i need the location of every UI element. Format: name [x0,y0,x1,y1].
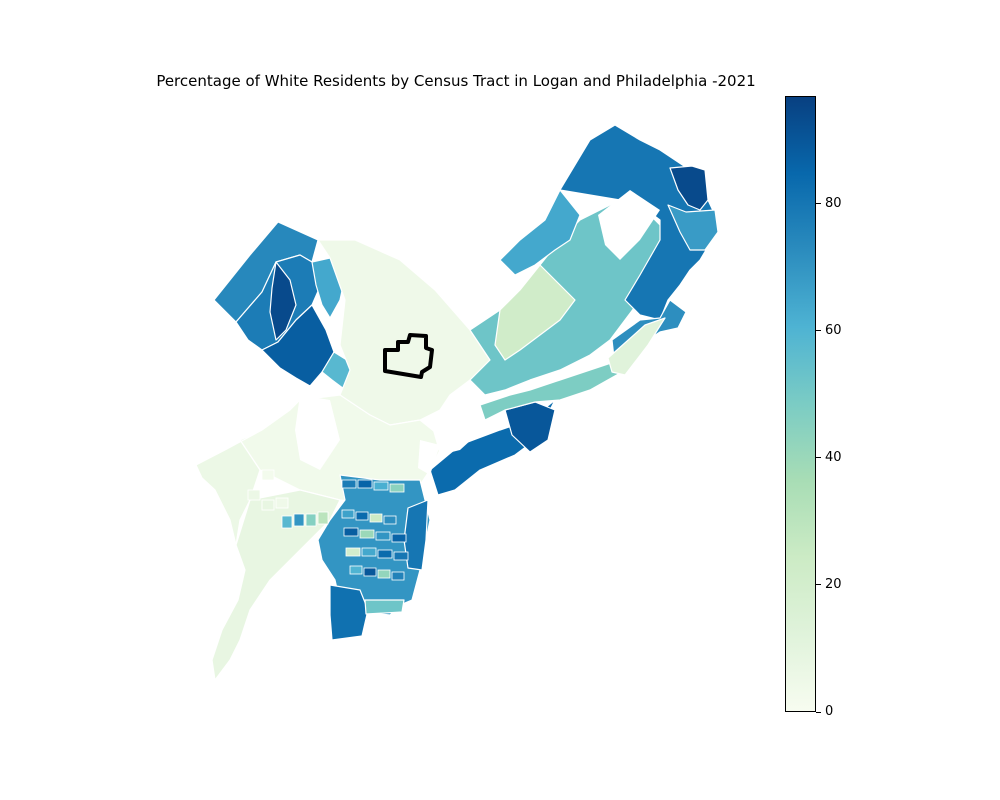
colorbar-tick-label: 0 [825,704,834,719]
colorbar-tick-label: 40 [825,449,842,465]
tract-region [329,584,369,641]
tract-region [364,599,405,615]
colorbar-tick [816,330,821,332]
tract-block [393,551,409,561]
tract-block [373,481,389,491]
tract-block [349,565,363,575]
tract-block [375,531,391,541]
colorbar-tick-label: 60 [825,322,842,338]
tract-block [377,569,391,579]
tract-region [195,429,263,546]
tract-block [391,533,407,543]
non-tract-area [598,190,660,260]
non-tract-area [418,440,440,475]
tract-block [383,515,397,525]
tract-block [389,483,405,493]
colorbar-tick [816,457,821,459]
colorbar-tick [816,584,821,586]
tract-block [357,479,373,489]
census-tract-grid [247,469,409,581]
tract-block [345,547,361,557]
tract-block [275,497,289,509]
census-tracts [195,124,719,681]
tract-block [369,513,383,523]
tract-block [377,549,393,559]
tract-region [211,489,341,681]
tract-block [247,489,261,501]
tract-block [261,469,275,481]
tract-block [341,509,355,519]
non-tract-area [430,418,482,455]
logan-outline [383,333,434,379]
colorbar-tick-label: 80 [825,195,842,211]
tract-region [607,317,666,376]
map-title: Percentage of White Residents by Census … [156,72,756,90]
tract-region [499,189,581,276]
tract-block [355,511,369,521]
tract-block [363,567,377,577]
tract-block [261,499,275,511]
tract-block [317,511,329,525]
tract-block [343,527,359,537]
colorbar-tick-label: 20 [825,576,842,592]
tract-region [667,204,719,251]
tract-block [341,479,357,489]
choropleth-map [195,124,719,681]
tract-block [361,547,377,557]
tract-block [359,529,375,539]
non-tract-area [295,395,340,470]
colorbar-tick [816,711,821,713]
tract-block [305,513,317,527]
tract-region [317,239,491,426]
tract-block [281,515,293,529]
tract-region [494,264,576,361]
colorbar [785,96,816,712]
tract-region [669,165,709,211]
tract-block [293,513,305,527]
tract-region [269,261,297,341]
tract-block [391,571,405,581]
colorbar-tick [816,203,821,205]
